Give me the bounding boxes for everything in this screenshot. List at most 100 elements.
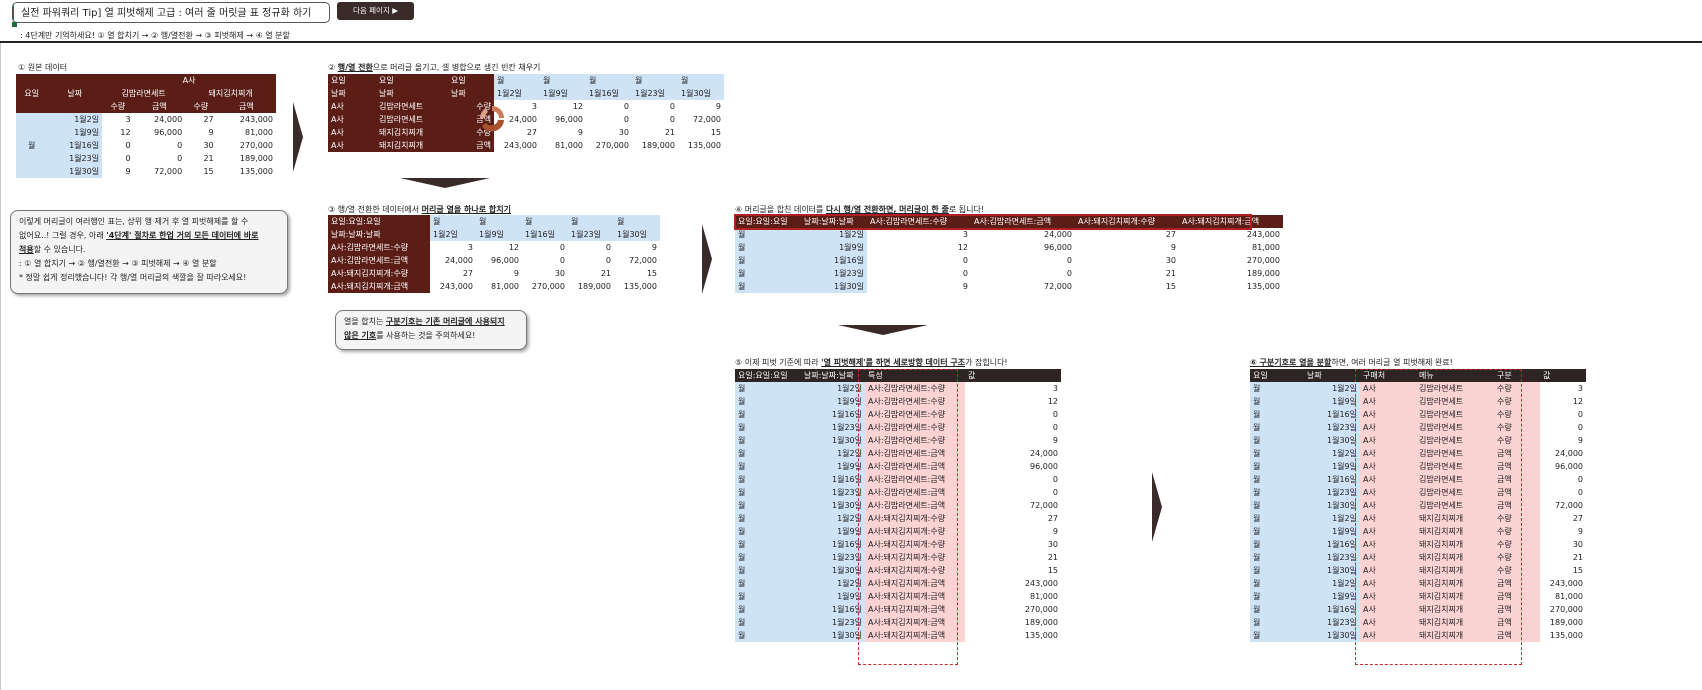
table-row: 날짜 날짜 날짜 1월2일 1월9일 1월16일 1월23일 1월30일: [328, 87, 724, 100]
table-row: 월 1월16일 A사:돼지김치찌개:금액 270,000: [735, 603, 1061, 616]
table-cell: A사: [1360, 499, 1416, 512]
table-row: A사:돼지김치찌개:수량 27 9 30 21 15: [328, 267, 660, 280]
table-cell: 돼지김치찌개: [1416, 603, 1494, 616]
selection-handle[interactable]: [12, 22, 17, 27]
table-cell: 15: [1047, 566, 1058, 575]
table-cell: 1월2일: [1304, 577, 1360, 590]
table-row: A사:김밥라면세트:수량 3 12 0 0 9: [328, 241, 660, 254]
table-cell: 0: [1577, 410, 1583, 419]
table-cell: 30: [1047, 540, 1058, 549]
table-cell: 30: [1572, 540, 1583, 549]
table-cell: 0: [962, 269, 968, 278]
table-cell: A사:김밥라면세트:수량: [867, 215, 971, 228]
table-cell: 15: [710, 128, 721, 137]
table-cell: 월: [1250, 395, 1304, 408]
table-cell: 27: [462, 269, 473, 278]
next-page-button[interactable]: 다음 페이지 ▶: [337, 2, 414, 20]
table-cell: 1월2일: [1304, 382, 1360, 395]
table-cell: 81,000: [1252, 243, 1280, 252]
table-cell: 270,000: [531, 282, 565, 291]
table-row: 월 1월2일 A사:김밥라면세트:수량 3: [735, 382, 1061, 395]
table-cell: A사:돼지김치찌개:수량: [1075, 215, 1179, 228]
table-cell: A사:돼지김치찌개:금액: [328, 280, 430, 293]
table-cell: 12: [572, 102, 583, 111]
table-cell: 월: [1250, 421, 1304, 434]
table-row: 요일 날짜 구매처 메뉴 구분 값: [1250, 369, 1586, 382]
table-cell: 1월30일: [1304, 434, 1360, 447]
table-cell: 1월16일: [1304, 538, 1360, 551]
table-cell: 월: [476, 215, 522, 228]
table-cell: 월: [540, 74, 586, 87]
table-cell: A사:김밥라면세트:금액: [865, 486, 965, 499]
table-cell: 0: [669, 115, 675, 124]
table-cell: 1월9일: [1304, 525, 1360, 538]
table-row: 1월16일 0 0 30 270,000: [16, 139, 276, 152]
table-cell: 243,000: [439, 282, 473, 291]
table-row: 월 1월9일 A사:김밥라면세트:수량 12: [735, 395, 1061, 408]
table-cell: 월: [1250, 603, 1304, 616]
table-cell: A사:김밥라면세트:금액: [865, 473, 965, 486]
table-cell: 월: [1250, 538, 1304, 551]
table-cell: 월: [735, 421, 801, 434]
table-cell: 1월30일: [801, 629, 865, 642]
table-cell: 월: [735, 473, 801, 486]
table-cell: 메뉴: [1416, 369, 1494, 382]
table-cell: 21: [1572, 553, 1583, 562]
table-cell: 월: [735, 629, 801, 642]
table-cell: 1월23일: [801, 551, 865, 564]
table-cell: 1월30일: [1304, 564, 1360, 577]
table-cell: 월: [1250, 408, 1304, 421]
table-cell: A사: [328, 113, 376, 126]
table-row: 월 1월9일 A사:돼지김치찌개:금액 81,000: [735, 590, 1061, 603]
table-row: 월 1월23일 0 0 21 189,000: [735, 267, 1283, 280]
table-cell: 김밥라면세트: [376, 113, 448, 126]
table-cell: 월: [1250, 590, 1304, 603]
table-row: 월 1월23일 A사:김밥라면세트:금액 0: [735, 486, 1061, 499]
table-cell: 월: [1250, 447, 1304, 460]
table-cell: 3: [962, 230, 968, 239]
table-cell: A사: [1360, 538, 1416, 551]
table-cell: A사: [1360, 460, 1416, 473]
table-cell: A사:김밥라면세트:금액: [328, 254, 430, 267]
table-cell: 요일: [376, 74, 448, 87]
table-cell: 수량: [1494, 551, 1540, 564]
table-row: 월 1월30일 A사 돼지김치찌개 수량 15: [1250, 564, 1586, 577]
table-cell: 요일: [448, 74, 494, 87]
table-cell: 월: [735, 460, 801, 473]
table-cell: 0: [1577, 475, 1583, 484]
section-6-label: ⑥ 구분기호로 열을 분할하면, 여러 머리글 열 피벗해제 완료!: [1250, 358, 1453, 367]
table-cell: 96,000: [1555, 462, 1583, 471]
table-row: 월 1월23일 A사:김밥라면세트:수량 0: [735, 421, 1061, 434]
table-cell: 돼지김치찌개: [1416, 564, 1494, 577]
table-row: 월 1월30일 A사:돼지김치찌개:수량 15: [735, 564, 1061, 577]
table-cell: 월: [614, 215, 660, 228]
table-cell: 날짜:날짜:날짜: [801, 215, 867, 228]
table-cell: 12: [508, 243, 519, 252]
table-cell: 날짜: [376, 87, 448, 100]
table-cell: 김밥라면세트: [1416, 434, 1494, 447]
table-row: 월 1월23일 A사 김밥라면세트 금액 0: [1250, 486, 1586, 499]
table-cell: 3: [531, 102, 537, 111]
table-cell: A사:김밥라면세트:수량: [865, 395, 965, 408]
table-cell: A사: [1360, 486, 1416, 499]
table-cell: 수량: [448, 100, 494, 113]
page-title: 실전 파워쿼리 Tip] 열 피벗해제 고급 : 여러 줄 머릿글 표 정규화 …: [12, 2, 330, 23]
header-divider: [0, 41, 1702, 43]
table-row: 월 1월16일 A사 김밥라면세트 금액 0: [1250, 473, 1586, 486]
cell-day: 월: [16, 113, 48, 178]
table-cell: 270,000: [1549, 605, 1583, 614]
table-cell: 27: [1165, 230, 1176, 239]
header-day: 요일: [16, 87, 48, 100]
table-cell: A사:돼지김치찌개:금액: [865, 629, 965, 642]
table-cell: A사:김밥라면세트:수량: [865, 408, 965, 421]
table-cell: 0: [1052, 475, 1058, 484]
table-row: 월 1월16일 A사 돼지김치찌개 수량 30: [1250, 538, 1586, 551]
table-cell: 21: [600, 269, 611, 278]
table-row: 월 1월9일 A사 김밥라면세트 수량 12: [1250, 395, 1586, 408]
table-cell: 81,000: [1030, 592, 1058, 601]
table-cell: A사: [328, 100, 376, 113]
table-cell: 월: [494, 74, 540, 87]
table-cell: 월: [1250, 512, 1304, 525]
table-row: A사:김밥라면세트:금액 24,000 96,000 0 0 72,000: [328, 254, 660, 267]
table-cell: 30: [1165, 256, 1176, 265]
